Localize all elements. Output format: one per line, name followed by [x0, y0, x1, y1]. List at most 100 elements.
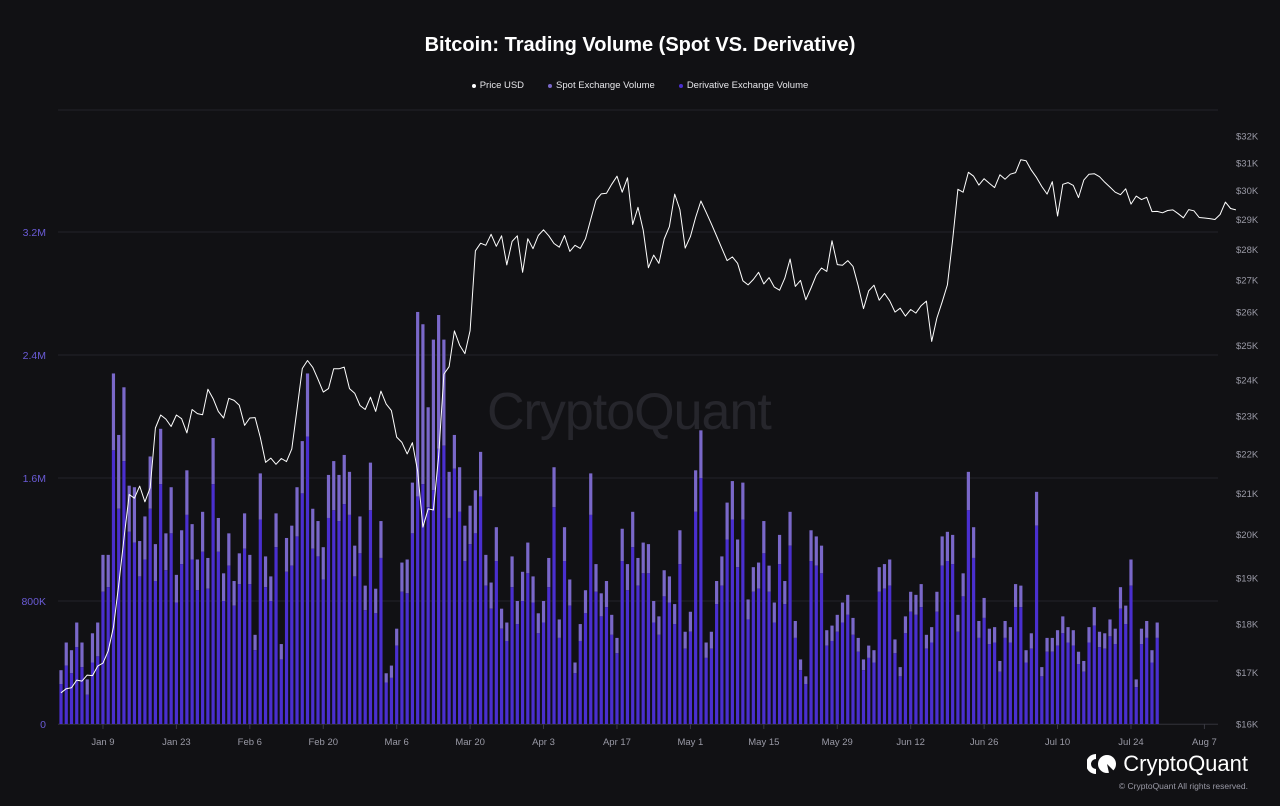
legend-dot-icon — [471, 83, 476, 88]
derivative-bar — [248, 584, 252, 724]
derivative-bar — [636, 585, 640, 724]
spot-bar — [1019, 585, 1023, 608]
spot-bar — [185, 470, 189, 515]
spot-bar — [342, 454, 346, 505]
spot-bar — [568, 579, 572, 606]
spot-bar — [395, 628, 399, 646]
spot-bar — [374, 588, 378, 614]
derivative-bar — [400, 591, 404, 724]
spot-bar — [1139, 628, 1144, 645]
derivative-bar — [1045, 651, 1049, 724]
derivative-bar — [840, 622, 845, 724]
spot-bar — [982, 597, 986, 618]
spot-bar — [316, 521, 320, 557]
svg-text:Feb 20: Feb 20 — [308, 737, 338, 748]
legend-item-spot[interactable]: Spot Exchange Volume — [548, 80, 655, 91]
spot-bar — [856, 637, 860, 652]
spot-bar — [132, 487, 137, 543]
spot-bar — [106, 554, 110, 588]
spot-bar — [636, 557, 640, 586]
derivative-bar — [1139, 644, 1144, 724]
legend-item-price[interactable]: Price USD — [471, 80, 524, 91]
derivative-bar — [798, 670, 803, 724]
spot-bar — [1129, 559, 1133, 586]
legend-item-derivative[interactable]: Derivative Exchange Volume — [678, 80, 808, 91]
derivative-bar — [641, 573, 645, 724]
derivative-bar — [1113, 644, 1117, 724]
derivative-bar — [159, 484, 163, 724]
spot-bar — [1055, 630, 1060, 646]
spot-bar — [667, 576, 672, 603]
derivative-bar — [505, 640, 509, 724]
derivative-bar — [1050, 651, 1054, 724]
derivative-bar — [515, 624, 519, 724]
spot-bar — [589, 473, 593, 515]
spot-bar — [699, 430, 703, 478]
svg-text:$26K: $26K — [1236, 308, 1259, 319]
spot-bar — [1029, 633, 1033, 649]
spot-bar — [201, 511, 205, 552]
derivative-bar — [347, 514, 352, 724]
derivative-bar — [1013, 607, 1018, 724]
derivative-bar — [290, 565, 294, 724]
spot-bar — [447, 471, 451, 518]
spot-bar — [935, 591, 939, 612]
spot-bar — [421, 324, 425, 485]
spot-bar — [641, 542, 645, 574]
derivative-bar — [615, 653, 619, 724]
spot-bar — [762, 521, 766, 554]
svg-text:Jun 26: Jun 26 — [970, 737, 999, 748]
derivative-bar — [59, 684, 63, 724]
derivative-bar — [295, 536, 299, 724]
spot-bar — [69, 650, 74, 674]
derivative-bar — [190, 559, 194, 724]
spot-bar — [290, 525, 294, 566]
spot-bar — [164, 533, 168, 571]
derivative-bar — [1071, 645, 1075, 724]
spot-bar — [888, 559, 892, 586]
spot-bar — [426, 407, 430, 508]
derivative-bar — [998, 671, 1002, 724]
derivative-bar — [830, 640, 834, 724]
svg-text:$32K: $32K — [1236, 132, 1259, 143]
spot-bar — [919, 584, 923, 608]
spot-bar — [867, 645, 871, 658]
spot-bar — [767, 565, 771, 592]
spot-bar — [951, 534, 955, 565]
derivative-bar — [562, 561, 567, 724]
svg-text:$19K: $19K — [1236, 574, 1259, 585]
spot-bar — [515, 601, 519, 625]
derivative-bar — [447, 517, 451, 724]
derivative-bar — [589, 514, 593, 724]
derivative-bar — [945, 561, 950, 724]
spot-bar — [704, 642, 708, 658]
spot-bar — [431, 339, 435, 491]
spot-bar — [221, 573, 226, 601]
derivative-bar — [924, 648, 929, 724]
spot-bar — [552, 467, 556, 508]
derivative-bar — [143, 559, 147, 724]
derivative-bar — [720, 585, 724, 724]
derivative-bar — [751, 591, 755, 724]
spot-bar — [736, 539, 740, 568]
spot-bar — [410, 482, 415, 534]
spot-bar — [1061, 616, 1065, 634]
derivative-bar — [489, 608, 493, 724]
spot-bar — [536, 613, 540, 634]
spot-bar — [1155, 622, 1159, 638]
spot-bar — [961, 573, 965, 597]
spot-bar — [479, 451, 483, 497]
derivative-bar — [1108, 636, 1112, 724]
derivative-bar — [499, 628, 504, 724]
derivative-bar — [1150, 662, 1154, 724]
derivative-bar — [846, 614, 850, 724]
derivative-bar — [279, 659, 283, 724]
svg-text:Jul 24: Jul 24 — [1118, 737, 1143, 748]
svg-text:1.6M: 1.6M — [23, 473, 46, 485]
spot-bar — [216, 517, 220, 552]
svg-text:$20K: $20K — [1236, 530, 1259, 541]
spot-bar — [998, 660, 1002, 672]
svg-text:Jan 23: Jan 23 — [162, 737, 191, 748]
derivative-bar — [1024, 662, 1028, 724]
